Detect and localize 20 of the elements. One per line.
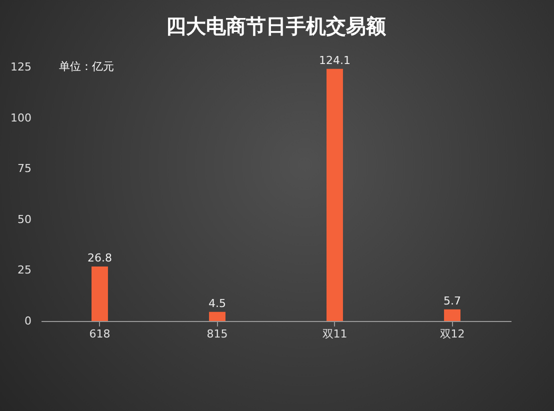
y-tick-label: 0	[24, 314, 32, 328]
x-tick-label: 双11	[322, 328, 348, 340]
y-tick-label: 50	[18, 212, 32, 226]
chart-title: 四大电商节日手机交易额	[166, 14, 387, 38]
bar	[92, 266, 108, 321]
bar	[444, 309, 460, 321]
data-label: 124.1	[319, 54, 350, 67]
bar	[326, 68, 343, 321]
data-label: 5.7	[444, 294, 461, 308]
x-tick-label: 双12	[440, 328, 465, 340]
annotation: 单位：亿元	[59, 60, 114, 73]
y-tick-label: 100	[10, 111, 32, 124]
y-tick-label: 125	[10, 60, 32, 74]
x-tick-label: 815	[206, 328, 228, 340]
x-tick-label: 618	[89, 328, 110, 340]
y-tick-label: 25	[18, 264, 32, 277]
data-label: 26.8	[88, 252, 112, 265]
bar	[209, 312, 226, 321]
data-label: 4.5	[208, 296, 226, 310]
y-tick-label: 75	[18, 162, 32, 176]
